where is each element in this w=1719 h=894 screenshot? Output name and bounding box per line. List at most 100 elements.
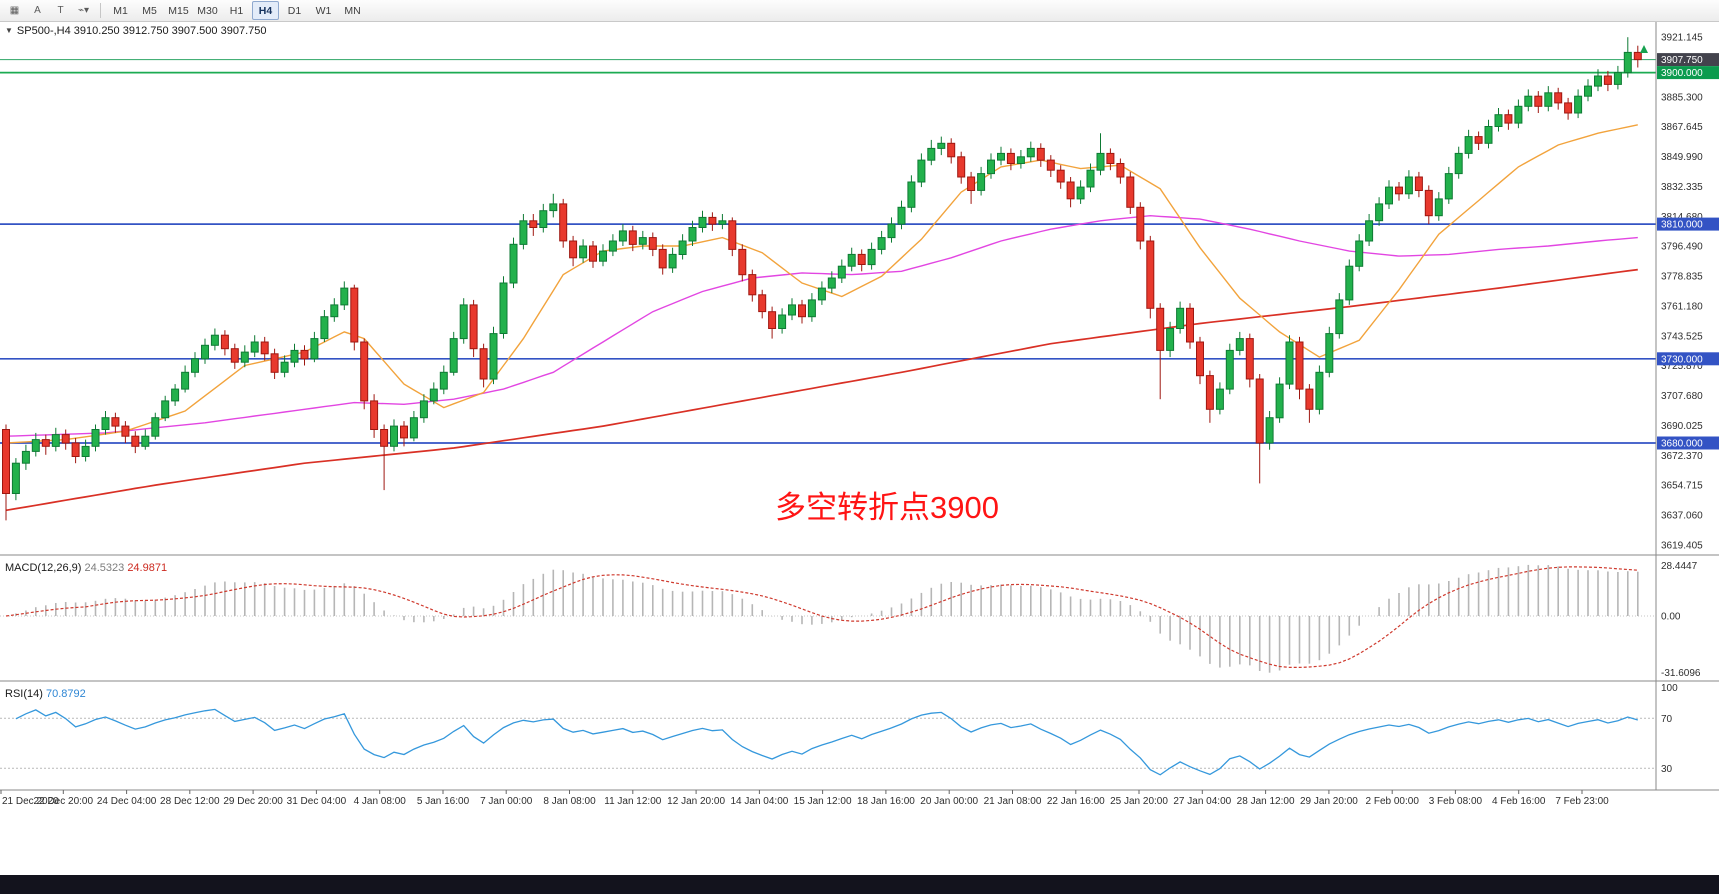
current-price-tag bbox=[1657, 53, 1719, 67]
time-axis-label: 4 Jan 08:00 bbox=[354, 796, 407, 807]
timeframe-button-group: M1 M5 M15 M30 H1 H4 D1 W1 MN bbox=[106, 1, 367, 20]
timeframe-button-m1[interactable]: M1 bbox=[113, 4, 128, 17]
time-axis-label: 28 Dec 12:00 bbox=[160, 796, 220, 807]
price-axis-label: 3743.525 bbox=[1661, 331, 1703, 342]
time-axis-label: 22 Jan 16:00 bbox=[1047, 796, 1105, 807]
hline-tag-3900 bbox=[1657, 66, 1719, 80]
time-axis-label: 7 Feb 23:00 bbox=[1555, 796, 1609, 807]
price-axis[interactable]: 3921.145 3885.300 3867.645 3849.990 3832.335… bbox=[1655, 22, 1719, 790]
rsi-title: RSI(14) bbox=[5, 688, 43, 700]
price-axis-label: 3637.060 bbox=[1661, 511, 1703, 522]
price-axis-label: 3619.405 bbox=[1661, 541, 1703, 552]
time-axis-label: 8 Jan 08:00 bbox=[543, 796, 596, 807]
time-axis-label: 20 Jan 00:00 bbox=[920, 796, 978, 807]
rsi-value: 70.8792 bbox=[45, 688, 86, 700]
chart-area[interactable]: 3921.145 3885.300 3867.645 3849.990 3832.335… bbox=[0, 22, 1719, 875]
hline-tag-3730 bbox=[1657, 352, 1719, 366]
price-axis-label: 3690.025 bbox=[1661, 421, 1703, 432]
toolbar: ▦ A T ⌁▾ M1 M5 M15 M30 H1 H4 D1 W1 MN bbox=[0, 0, 1719, 22]
price-axis-label: 3725.870 bbox=[1661, 361, 1703, 372]
macd-axis-label: 28.4447 bbox=[1661, 561, 1698, 572]
chart-annotation-text[interactable]: 多空转折点3900 bbox=[775, 490, 999, 525]
ma-mid-line bbox=[5, 214, 1638, 437]
timeframe-button-m30[interactable]: M30 bbox=[197, 4, 218, 17]
timeframe-button-h1[interactable]: H1 bbox=[229, 4, 244, 17]
symbol-info-line: ▼ SP500-,H4 3910.250 3912.750 3907.500 39… bbox=[5, 25, 266, 37]
price-axis-label: 3672.370 bbox=[1661, 451, 1703, 462]
price-axis-label: 3707.680 bbox=[1661, 391, 1703, 402]
hline-tag-3810 bbox=[1657, 217, 1719, 231]
macd-axis-label: -31.6096 bbox=[1661, 668, 1701, 679]
time-axis-label: 5 Jan 16:00 bbox=[417, 796, 470, 807]
line-studies-icon[interactable]: ⌁▾ bbox=[77, 5, 90, 16]
rsi-axis-label: 70 bbox=[1661, 714, 1673, 725]
price-axis-label: 3796.490 bbox=[1661, 242, 1703, 253]
time-axis-label: 15 Jan 12:00 bbox=[794, 796, 852, 807]
price-axis-label: 3814.680 bbox=[1661, 212, 1703, 223]
toolbar-separator bbox=[100, 3, 101, 18]
hline-tag-3900-text: 3900.000 bbox=[1661, 68, 1703, 79]
current-price-tag-text: 3907.750 bbox=[1661, 55, 1703, 66]
time-axis-label: 25 Jan 20:00 bbox=[1110, 796, 1168, 807]
time-axis-label: 18 Jan 16:00 bbox=[857, 796, 915, 807]
text-label-icon[interactable]: A bbox=[34, 5, 41, 16]
macd-main-value: 24.5323 bbox=[84, 562, 125, 574]
time-axis-label: 4 Feb 16:00 bbox=[1492, 796, 1546, 807]
rsi-line bbox=[15, 708, 1638, 776]
timeframe-button-m5[interactable]: M5 bbox=[142, 4, 157, 17]
symbol-ohlc-text: SP500-,H4 3910.250 3912.750 3907.500 390… bbox=[16, 25, 267, 37]
time-axis-label: 2 Feb 00:00 bbox=[1366, 796, 1420, 807]
time-axis-label: 31 Dec 04:00 bbox=[287, 796, 347, 807]
time-axis-label: 24 Dec 04:00 bbox=[97, 796, 157, 807]
moving-averages bbox=[5, 124, 1638, 512]
time-axis-label: 22 Dec 20:00 bbox=[34, 796, 94, 807]
timeframe-button-d1[interactable]: D1 bbox=[287, 4, 302, 17]
price-axis-label: 3867.645 bbox=[1661, 122, 1703, 133]
time-axis-label: 21 Dec 2020 bbox=[2, 796, 59, 807]
rsi-axis-label: 100 bbox=[1661, 683, 1678, 694]
macd-signal-line bbox=[5, 566, 1638, 669]
macd-label: MACD(12,26,9) 24.5323 24.9871 bbox=[5, 562, 167, 574]
time-axis-label: 21 Jan 08:00 bbox=[984, 796, 1042, 807]
taskbar[interactable] bbox=[0, 875, 1719, 894]
price-axis-label: 3832.335 bbox=[1661, 182, 1703, 193]
chart-window-icon[interactable]: ▦ bbox=[9, 5, 20, 16]
hline-tag-3810-text: 3810.000 bbox=[1661, 220, 1703, 231]
time-axis-label: 11 Jan 12:00 bbox=[604, 796, 662, 807]
time-axis-label: 29 Jan 20:00 bbox=[1300, 796, 1358, 807]
macd-histogram bbox=[15, 564, 1639, 673]
type-tool-icon[interactable]: T bbox=[57, 5, 64, 16]
time-axis-label: 7 Jan 00:00 bbox=[480, 796, 533, 807]
macd-axis-label: 0.00 bbox=[1661, 612, 1681, 623]
price-axis-label: 3885.300 bbox=[1661, 92, 1703, 103]
time-axis-label: 28 Jan 12:00 bbox=[1237, 796, 1295, 807]
macd-signal-value: 24.9871 bbox=[127, 562, 168, 574]
price-axis-label: 3778.835 bbox=[1661, 272, 1703, 283]
ma-slow-line bbox=[5, 268, 1638, 512]
price-axis-label: 3849.990 bbox=[1661, 152, 1703, 163]
expand-caret-icon[interactable]: ▼ bbox=[5, 26, 13, 35]
hline-tag-3680-text: 3680.000 bbox=[1661, 439, 1703, 450]
hline-tag-3730-text: 3730.000 bbox=[1661, 354, 1703, 365]
hline-tag-3680 bbox=[1657, 436, 1719, 450]
rsi-label: RSI(14) 70.8792 bbox=[5, 688, 86, 700]
time-axis-label: 12 Jan 20:00 bbox=[667, 796, 725, 807]
timeframe-button-h4[interactable]: H4 bbox=[252, 1, 279, 20]
timeframe-button-w1[interactable]: W1 bbox=[315, 4, 332, 17]
macd-title: MACD(12,26,9) bbox=[5, 562, 82, 574]
time-axis-label: 29 Dec 20:00 bbox=[223, 796, 283, 807]
timeframe-button-m15[interactable]: M15 bbox=[168, 4, 189, 17]
candles-layer bbox=[2, 37, 1642, 521]
chart-canvas[interactable]: 3921.145 3885.300 3867.645 3849.990 3832.335… bbox=[0, 22, 1719, 875]
price-axis-label: 3654.715 bbox=[1661, 481, 1703, 492]
time-axis-label: 14 Jan 04:00 bbox=[730, 796, 788, 807]
toolbar-icon-group: ▦ A T ⌁▾ bbox=[3, 1, 95, 20]
price-axis-label: 3761.180 bbox=[1661, 301, 1703, 312]
price-alert-arrow-icon bbox=[1640, 45, 1648, 53]
timeframe-button-mn[interactable]: MN bbox=[344, 4, 361, 17]
price-axis-label: 3921.145 bbox=[1661, 33, 1703, 44]
rsi-axis-label: 30 bbox=[1661, 764, 1673, 775]
time-axis-label: 27 Jan 04:00 bbox=[1173, 796, 1231, 807]
time-axis-label: 3 Feb 08:00 bbox=[1429, 796, 1483, 807]
